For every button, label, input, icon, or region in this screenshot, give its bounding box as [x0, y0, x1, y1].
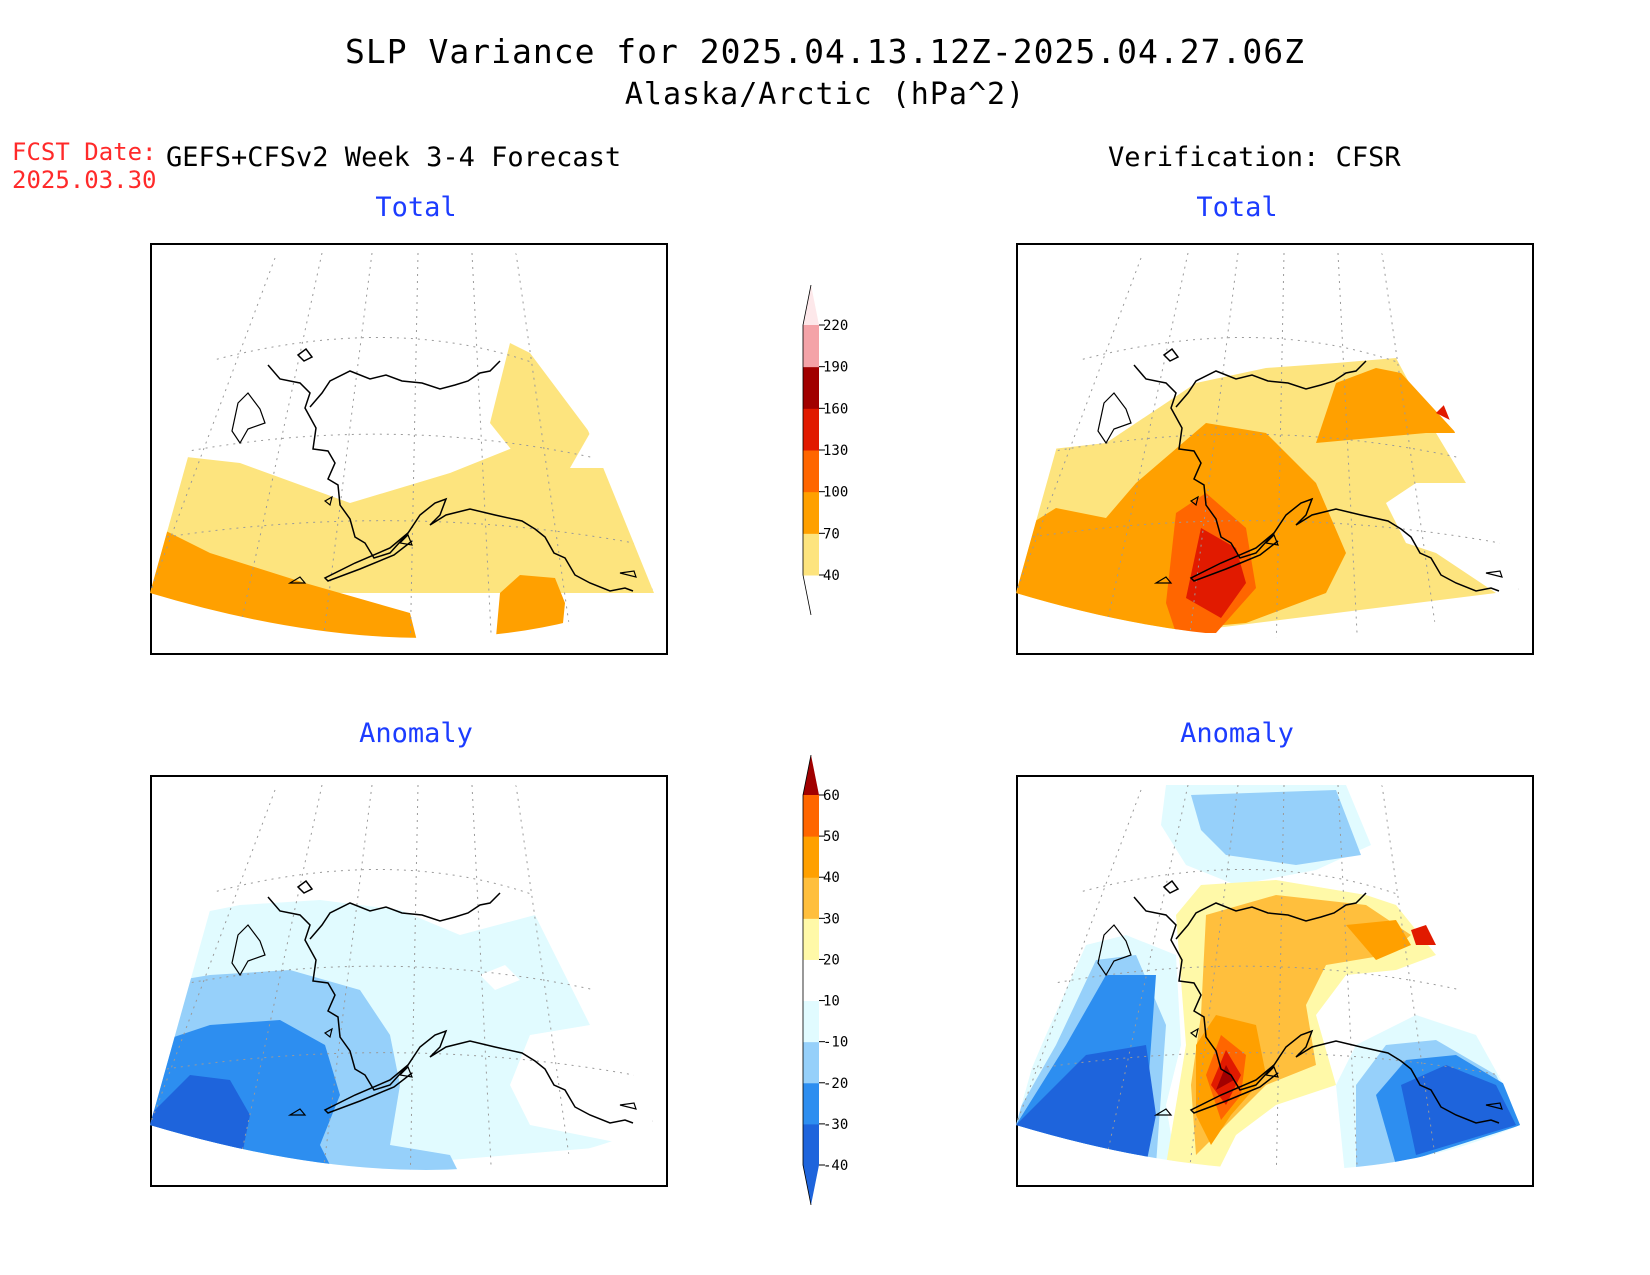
anomaly-colorbar-label: 10	[823, 994, 840, 1010]
total-colorbar-box	[803, 450, 819, 493]
anomaly-colorbar-box	[803, 959, 819, 1002]
total-colorbar-label: 220	[823, 318, 848, 334]
anomaly-colorbar-box	[803, 1082, 819, 1125]
total-colorbar-box	[803, 366, 819, 409]
total-colorbar-lower-arrow	[803, 575, 819, 615]
verif-anomaly-subtitle: Anomaly	[1180, 718, 1294, 749]
total-colorbar-box	[803, 491, 819, 534]
verif-anomaly-map	[1016, 775, 1534, 1187]
anomaly-colorbar-box	[803, 795, 819, 837]
anomaly-colorbar-box	[803, 1000, 819, 1043]
fcst-total-map	[150, 243, 668, 655]
fcst-anomaly-map	[150, 775, 668, 1187]
total-colorbar-box	[803, 325, 819, 368]
total-colorbar: 40 70 100 130 160 190 220	[802, 285, 848, 615]
total-colorbar-label: 70	[823, 526, 840, 542]
figure-title: SLP Variance for 2025.04.13.12Z-2025.04.…	[345, 32, 1305, 71]
anomaly-colorbar-label: -40	[823, 1158, 848, 1174]
anomaly-colorbar-upper-arrow	[803, 755, 819, 795]
anomaly-colorbar-outline	[802, 755, 812, 1205]
fcst-total-subtitle: Total	[375, 192, 457, 223]
anomaly-colorbar-label: 50	[823, 829, 840, 845]
forecast-date-value: 2025.03.30	[12, 166, 157, 194]
anomaly-colorbar-box	[803, 1123, 819, 1166]
anomaly-colorbar-box	[803, 836, 819, 878]
total-colorbar-upper-arrow	[803, 285, 819, 325]
anomaly-colorbar-label: -30	[823, 1117, 848, 1133]
anomaly-colorbar-label: 30	[823, 911, 840, 927]
verif-total-subtitle: Total	[1196, 192, 1278, 223]
total-colorbar-label: 130	[823, 443, 848, 459]
anomaly-colorbar-box	[803, 1041, 819, 1084]
forecast-date-label: FCST Date:	[12, 138, 157, 166]
forecast-column-header: GEFS+CFSv2 Week 3-4 Forecast	[166, 142, 622, 173]
anomaly-colorbar-label: 20	[823, 952, 840, 968]
anomaly-colorbar-label: -20	[823, 1076, 848, 1092]
total-colorbar-box	[803, 408, 819, 451]
anomaly-colorbar-label: -10	[823, 1035, 848, 1051]
anomaly-colorbar-box	[803, 918, 819, 960]
total-colorbar-label: 160	[823, 401, 848, 417]
total-colorbar-label: 40	[823, 568, 840, 584]
verif-total-map	[1016, 243, 1534, 655]
total-colorbar-label: 190	[823, 360, 848, 376]
anomaly-colorbar-label: 40	[823, 870, 840, 886]
total-colorbar-outline	[802, 285, 812, 615]
anomaly-colorbar-box	[803, 877, 819, 919]
verification-column-header: Verification: CFSR	[1108, 142, 1401, 173]
figure-subtitle: Alaska/Arctic (hPa^2)	[624, 77, 1026, 112]
anomaly-colorbar-label: 60	[823, 788, 840, 804]
fcst-anomaly-subtitle: Anomaly	[359, 718, 473, 749]
total-colorbar-label: 100	[823, 485, 848, 501]
anomaly-colorbar-lower-arrow	[803, 1165, 819, 1205]
total-colorbar-box	[803, 533, 819, 576]
anomaly-colorbar: -40 -30 -20 -10 10 20 30 40 50 60	[802, 755, 848, 1205]
